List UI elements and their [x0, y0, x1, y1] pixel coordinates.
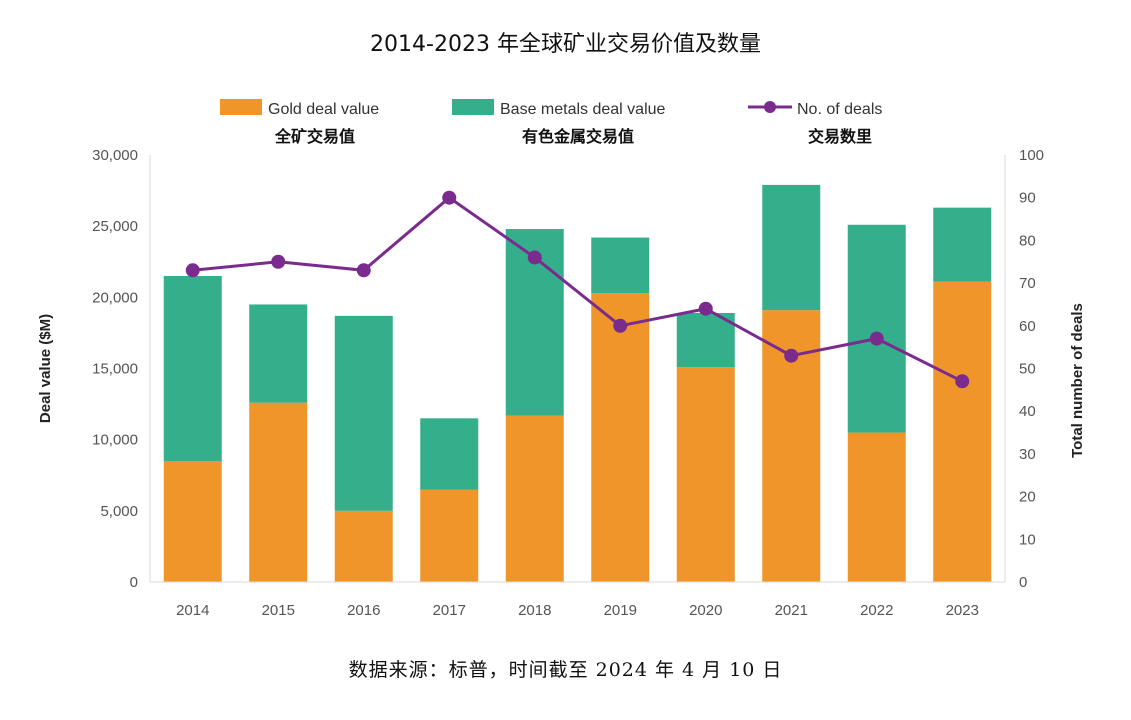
gold-bar: [420, 489, 479, 582]
base-metals-bar: [334, 315, 393, 511]
gold-bar: [676, 367, 735, 582]
base-metals-bar: [249, 304, 308, 403]
legend-deals-label-cn: 交易数里: [808, 127, 872, 146]
base-metals-bar: [163, 275, 222, 462]
source-note: 数据来源：标普，时间截至 2024 年 4 月 10 日: [348, 659, 783, 681]
deals-point: [613, 318, 628, 333]
legend-deals-label: No. of deals: [797, 101, 882, 118]
y-tick-label: 30,000: [92, 147, 138, 164]
y2-tick-label: 40: [1019, 403, 1036, 420]
gold-bar: [591, 293, 650, 582]
deals-point: [698, 301, 713, 316]
legend-base-label: Base metals deal value: [500, 101, 666, 118]
gold-bar: [505, 415, 564, 582]
y-tick-label: 5,000: [100, 503, 138, 520]
legend-deals-marker: [764, 101, 776, 113]
deals-line: [185, 190, 970, 389]
x-tick-label: 2017: [433, 602, 466, 619]
legend-gold-label-cn: 全矿交易值: [274, 127, 355, 146]
deals-point: [271, 254, 286, 269]
legend-base-label-cn: 有色金属交易值: [522, 127, 634, 146]
y2-tick-label: 20: [1019, 489, 1036, 506]
chart-title: 2014-2023 年全球矿业交易价值及数量: [370, 32, 761, 57]
y2-tick-label: 90: [1019, 190, 1036, 207]
base-metals-bar: [933, 207, 992, 282]
y-tick-label: 15,000: [92, 361, 138, 378]
x-tick-label: 2019: [604, 602, 637, 619]
x-tick-label: 2015: [262, 602, 295, 619]
gold-bar: [249, 402, 308, 582]
legend: Gold deal value 全矿交易值 Base metals deal val…: [220, 99, 882, 146]
y2-tick-label: 70: [1019, 275, 1036, 292]
y-tick-label: 25,000: [92, 218, 138, 235]
deals-point: [955, 374, 970, 389]
x-tick-label: 2014: [176, 602, 209, 619]
x-tick-label: 2018: [518, 602, 551, 619]
y2-tick-label: 100: [1019, 147, 1044, 164]
gold-bar: [334, 510, 393, 582]
gold-bar: [847, 432, 906, 582]
base-metals-bar: [847, 224, 906, 433]
y2-tick-label: 60: [1019, 318, 1036, 335]
y-tick-label: 0: [130, 574, 138, 591]
deals-line-path: [192, 195, 963, 383]
y2-axis-title: Total number of deals: [1069, 303, 1086, 458]
deals-point: [442, 190, 457, 205]
y-axis-title: Deal value ($M): [37, 314, 54, 423]
y-tick-label: 20,000: [92, 289, 138, 306]
deals-point: [356, 263, 371, 278]
x-tick-label: 2016: [347, 602, 380, 619]
base-metals-bar: [762, 184, 821, 311]
x-tick-label: 2020: [689, 602, 722, 619]
bars: [163, 184, 992, 582]
gold-bar: [933, 281, 992, 582]
deals-point: [527, 250, 542, 265]
base-metals-bar: [420, 418, 479, 490]
y2-tick-label: 10: [1019, 531, 1036, 548]
deals-point: [185, 263, 200, 278]
deals-point: [784, 348, 799, 363]
x-tick-label: 2022: [860, 602, 893, 619]
x-tick-label: 2021: [775, 602, 808, 619]
gold-bar: [163, 461, 222, 582]
y2-tick-label: 50: [1019, 361, 1036, 378]
y2-tick-label: 0: [1019, 574, 1027, 591]
y2-tick-label: 80: [1019, 232, 1036, 249]
base-metals-bar: [591, 237, 650, 294]
legend-gold-swatch: [220, 99, 262, 115]
deals-point: [869, 331, 884, 346]
axes: 0 5,000 10,000 15,000 20,000 25,000 30,000 0 10 2…: [37, 147, 1086, 619]
legend-base-swatch: [452, 99, 494, 115]
y-tick-label: 10,000: [92, 432, 138, 449]
x-tick-label: 2023: [946, 602, 979, 619]
base-metals-bar: [676, 312, 735, 368]
y2-tick-label: 30: [1019, 446, 1036, 463]
legend-gold-label: Gold deal value: [268, 101, 379, 118]
